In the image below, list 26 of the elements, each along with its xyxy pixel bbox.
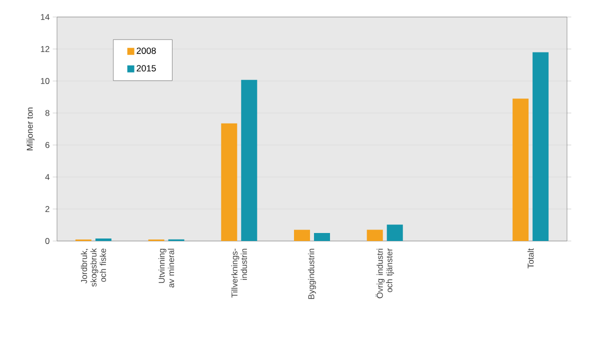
x-tick-label: Totalt <box>527 248 534 268</box>
legend-label: 2015 <box>136 65 156 72</box>
x-tick-label: Utvinning av mineral <box>158 248 174 288</box>
y-axis-title: Miljoner ton <box>26 108 34 150</box>
y-tick-label: 6 <box>45 142 50 148</box>
y-tick-label: 8 <box>45 110 50 116</box>
bar <box>221 123 238 241</box>
bar <box>512 98 529 241</box>
bar <box>294 230 310 241</box>
y-tick-label: 12 <box>40 46 50 52</box>
x-tick-label: Byggindustrin <box>308 248 316 299</box>
x-tick-label: Tillverknings-industrin <box>231 248 247 298</box>
y-tick-label: 14 <box>40 14 50 20</box>
y-tick-label: 10 <box>40 78 50 84</box>
bar <box>241 80 258 241</box>
bar <box>366 230 383 241</box>
bar <box>386 224 403 241</box>
x-tick-label: Jordbruk, skogsbruk och fiske <box>80 248 106 287</box>
y-tick-label: 0 <box>45 238 50 244</box>
legend-label: 2008 <box>136 48 156 54</box>
y-tick-label: 2 <box>45 206 50 212</box>
y-tick-label: 4 <box>45 174 50 180</box>
bar <box>532 52 549 241</box>
bar <box>95 238 112 241</box>
x-tick-label: Övrig industri och tjänster <box>376 248 394 298</box>
bar <box>314 233 330 241</box>
